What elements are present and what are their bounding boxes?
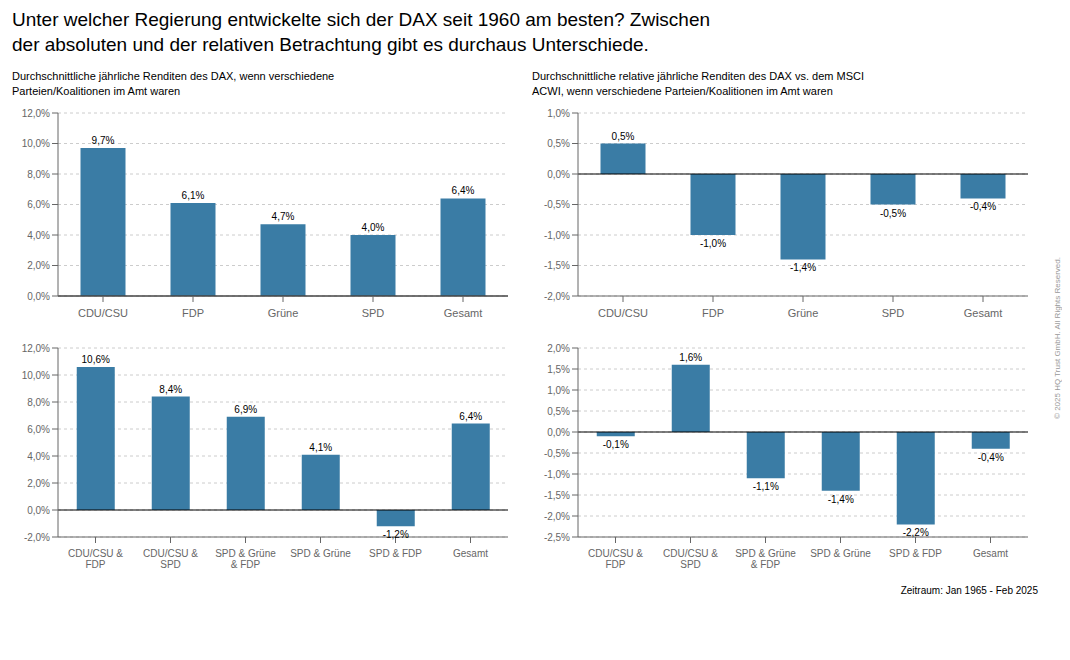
svg-text:-1,5%: -1,5% (544, 260, 570, 271)
svg-text:-1,4%: -1,4% (790, 263, 816, 274)
svg-text:4,0%: 4,0% (27, 451, 50, 462)
svg-text:-1,2%: -1,2% (383, 530, 409, 541)
svg-text:12,0%: 12,0% (22, 108, 50, 119)
svg-text:4,1%: 4,1% (309, 442, 332, 453)
svg-text:9,7%: 9,7% (92, 135, 115, 146)
svg-text:-1,0%: -1,0% (544, 469, 570, 480)
svg-text:-0,5%: -0,5% (880, 208, 906, 219)
svg-text:-2,2%: -2,2% (903, 528, 929, 539)
svg-text:-2,0%: -2,0% (544, 291, 570, 302)
svg-text:-0,4%: -0,4% (978, 452, 1004, 463)
html-text:© 2025 HQ Trust GmbH. All Righ: © 2025 HQ Trust GmbH. All Rights Reserve… (1053, 257, 1063, 419)
svg-text:Grüne: Grüne (788, 307, 819, 319)
svg-text:Gesamt: Gesamt (453, 548, 488, 559)
svg-text:2,0%: 2,0% (27, 260, 50, 271)
svg-text:0,0%: 0,0% (27, 505, 50, 516)
svg-text:Grüne: Grüne (268, 307, 299, 319)
svg-text:-2,5%: -2,5% (544, 532, 570, 543)
svg-text:2,0%: 2,0% (27, 478, 50, 489)
svg-text:0,5%: 0,5% (612, 131, 635, 142)
svg-text:2,0%: 2,0% (547, 343, 570, 354)
svg-text:CDU/CSU: CDU/CSU (598, 307, 648, 319)
svg-text:6,4%: 6,4% (459, 411, 482, 422)
svg-text:6,9%: 6,9% (234, 404, 257, 415)
svg-text:10,6%: 10,6% (82, 354, 110, 365)
svg-text:4,0%: 4,0% (27, 230, 50, 241)
svg-text:0,0%: 0,0% (547, 169, 570, 180)
svg-text:-0,5%: -0,5% (544, 448, 570, 459)
svg-text:0,0%: 0,0% (547, 427, 570, 438)
svg-text:-1,5%: -1,5% (544, 490, 570, 501)
svg-text:-0,4%: -0,4% (970, 202, 996, 213)
svg-text:0,5%: 0,5% (547, 406, 570, 417)
html-text:Durchschnittliche jährliche Re: Durchschnittliche jährliche Renditen des… (12, 70, 335, 97)
svg-text:-2,0%: -2,0% (24, 532, 50, 543)
svg-text:Gesamt: Gesamt (444, 307, 483, 319)
svg-text:4,0%: 4,0% (362, 222, 385, 233)
svg-text:Gesamt: Gesamt (973, 548, 1008, 559)
svg-text:1,6%: 1,6% (679, 352, 702, 363)
svg-text:6,1%: 6,1% (182, 190, 205, 201)
svg-text:6,0%: 6,0% (27, 424, 50, 435)
svg-text:-0,1%: -0,1% (603, 440, 629, 451)
svg-text:-1,0%: -1,0% (700, 238, 726, 249)
svg-text:CDU/CSU &SPD: CDU/CSU &SPD (143, 548, 198, 570)
svg-text:SPD & Grüne: SPD & Grüne (290, 548, 351, 559)
svg-text:-2,0%: -2,0% (544, 511, 570, 522)
svg-text:8,0%: 8,0% (27, 397, 50, 408)
svg-text:SPD & FDP: SPD & FDP (369, 548, 422, 559)
svg-text:1,0%: 1,0% (547, 385, 570, 396)
svg-text:6,4%: 6,4% (452, 186, 475, 197)
svg-text:10,0%: 10,0% (22, 370, 50, 381)
svg-text:6,0%: 6,0% (27, 199, 50, 210)
svg-text:SPD: SPD (882, 307, 905, 319)
svg-text:1,5%: 1,5% (547, 364, 570, 375)
svg-text:12,0%: 12,0% (22, 343, 50, 354)
html-text:Zeitraum: Jan 1965 - Feb 2025: Zeitraum: Jan 1965 - Feb 2025 (900, 585, 1038, 597)
svg-text:FDP: FDP (182, 307, 204, 319)
svg-text:SPD & Grüne& FDP: SPD & Grüne& FDP (735, 548, 796, 570)
svg-text:SPD & Grüne: SPD & Grüne (810, 548, 871, 559)
svg-text:8,0%: 8,0% (27, 169, 50, 180)
svg-text:Gesamt: Gesamt (964, 307, 1003, 319)
svg-text:FDP: FDP (702, 307, 724, 319)
svg-text:SPD & Grüne& FDP: SPD & Grüne& FDP (215, 548, 276, 570)
html-text:Durchschnittliche relative jäh: Durchschnittliche relative jährliche Ren… (532, 70, 864, 97)
svg-text:10,0%: 10,0% (22, 138, 50, 149)
svg-text:CDU/CSU &SPD: CDU/CSU &SPD (663, 548, 718, 570)
svg-text:-1,4%: -1,4% (828, 494, 854, 505)
svg-text:8,4%: 8,4% (159, 384, 182, 395)
svg-text:-1,0%: -1,0% (544, 230, 570, 241)
svg-text:0,5%: 0,5% (547, 138, 570, 149)
svg-text:SPD: SPD (362, 307, 385, 319)
svg-text:4,7%: 4,7% (272, 212, 295, 223)
svg-text:-0,5%: -0,5% (544, 199, 570, 210)
svg-text:CDU/CSU &FDP: CDU/CSU &FDP (588, 548, 643, 570)
svg-text:-1,1%: -1,1% (753, 482, 779, 493)
svg-text:CDU/CSU &FDP: CDU/CSU &FDP (68, 548, 123, 570)
svg-text:0,0%: 0,0% (27, 291, 50, 302)
svg-text:1,0%: 1,0% (547, 108, 570, 119)
svg-text:CDU/CSU: CDU/CSU (78, 307, 128, 319)
svg-text:SPD & FDP: SPD & FDP (889, 548, 942, 559)
html-text:Unter welcher Regierung entwic: Unter welcher Regierung entwickelte sich… (12, 9, 711, 55)
